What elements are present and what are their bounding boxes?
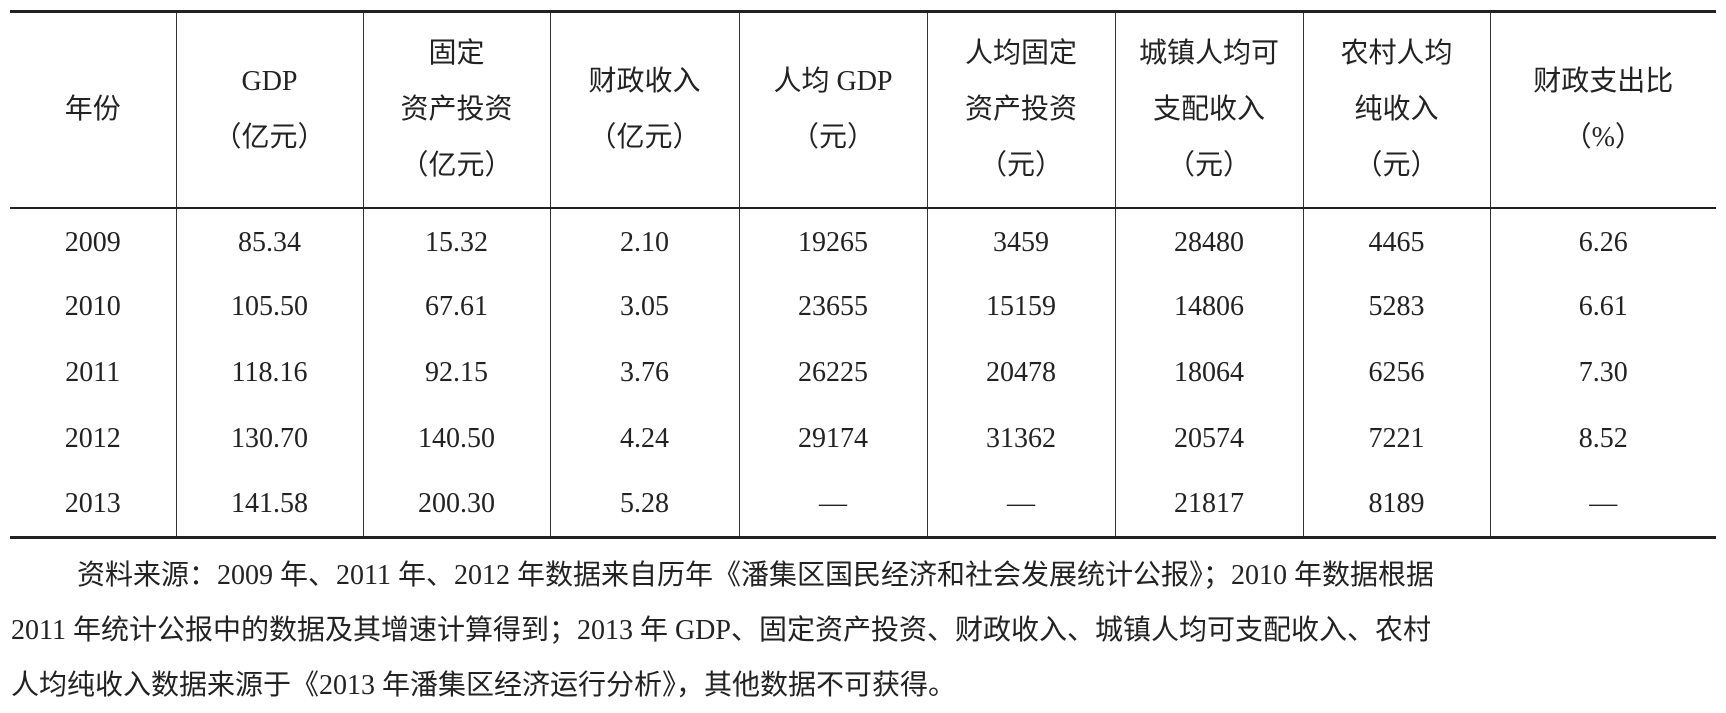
- header-line: 财政收入: [588, 65, 701, 97]
- table-cell: 105.50: [175, 273, 363, 340]
- table-cell: 21817: [1114, 471, 1303, 539]
- table-cell: 15.32: [362, 207, 550, 274]
- header-line: （元）: [790, 121, 875, 153]
- table-cell: 18064: [1114, 339, 1303, 406]
- table-cell: 7221: [1302, 405, 1490, 472]
- header-line: 支配收入: [1152, 93, 1265, 125]
- note-line: 2011 年统计公报中的数据及其增速计算得到；2013 年 GDP、固定资产投资…: [11, 615, 1431, 646]
- header-line: 资产投资: [964, 93, 1077, 125]
- header-line: （亿元）: [213, 121, 326, 153]
- header-line: 年份: [64, 93, 121, 125]
- table-cell: 19265: [738, 207, 927, 274]
- header-cell: 财政收入 （亿元）: [549, 10, 739, 209]
- table-cell: 4465: [1302, 207, 1490, 274]
- header-row: 年份 GDP （亿元） 固定 资产投资 （亿元） 财政收入 （亿元） 人均 GDP （元） 人均固定…: [10, 10, 1716, 209]
- table-cell: 8189: [1302, 471, 1490, 539]
- table-cell: 3.05: [549, 273, 739, 340]
- note-line: 资料来源：2009 年、2011 年、2012 年数据来自历年《潘集区国民经济和…: [77, 560, 1434, 591]
- header-line: 城镇人均可: [1138, 37, 1279, 69]
- table-cell: 20478: [926, 339, 1115, 406]
- table-cell: 85.34: [175, 207, 363, 274]
- table-cell: 2.10: [549, 207, 739, 274]
- table-cell: 3.76: [549, 339, 739, 406]
- table-cell: 29174: [738, 405, 927, 472]
- table-cell: 2011: [65, 356, 121, 388]
- table-cell: 31362: [926, 405, 1115, 472]
- table-cell: 4.24: [549, 405, 739, 472]
- table-cell: 67.61: [362, 273, 550, 340]
- table-cell: 6256: [1302, 339, 1490, 406]
- header-line: 人均固定: [964, 37, 1077, 69]
- table-cell: 141.58: [175, 471, 363, 539]
- header-cell: 人均固定资产投资 （元）: [926, 10, 1115, 209]
- table-row: 2013 141.58 200.30 5.28— —21817 8189—: [10, 471, 1716, 539]
- header-line: GDP: [241, 65, 298, 97]
- table-cell: 3459: [926, 207, 1115, 274]
- header-cell: 固定资产投资 （亿元）: [362, 10, 550, 209]
- header-cell: GDP （亿元）: [175, 10, 363, 209]
- table-cell: 8.52: [1489, 405, 1716, 472]
- table-cell: —: [1489, 471, 1716, 539]
- header-cell: 人均 GDP （元）: [738, 10, 927, 209]
- table-cell: 200.30: [362, 471, 550, 539]
- table-cell: 2009: [64, 227, 121, 258]
- table-cell: 5.28: [549, 471, 739, 539]
- header-line: 人均 GDP: [773, 65, 893, 97]
- header-line: （元）: [1354, 149, 1439, 181]
- header-line: （亿元）: [400, 149, 513, 181]
- table-cell: 28480: [1114, 207, 1303, 274]
- header-line: （元）: [978, 149, 1063, 181]
- header-cell: 年份: [10, 10, 176, 209]
- table-row: 2009 85.34 15.32 2.10 19265 3459 28480 4465 6.26: [10, 207, 1716, 274]
- table-cell: 26225: [738, 339, 927, 406]
- table-cell: 6.26: [1489, 207, 1716, 274]
- header-line: （元）: [1166, 149, 1251, 181]
- table-cell: 140.50: [362, 405, 550, 472]
- data-table: 年份 GDP （亿元） 固定 资产投资 （亿元） 财政收入 （亿元） 人均 GDP （元） 人均固定…: [10, 10, 1716, 539]
- note-line: 人均纯收入数据来源于《2013 年潘集区经济运行分析》，其他数据不可获得。: [11, 670, 957, 701]
- table-cell: —: [738, 471, 927, 539]
- header-line: 固定: [428, 37, 485, 69]
- table-cell: 20574: [1114, 405, 1303, 472]
- table-row: 2012 130.70 140.50 4.24 29174 31362 20574 7221 8…: [10, 405, 1716, 472]
- table-cell: 7.30: [1489, 339, 1716, 406]
- table-cell: 2013: [10, 471, 176, 539]
- header-cell: 城镇人均可支配收入 （元）: [1114, 10, 1303, 209]
- table-cell: 6.61: [1489, 273, 1716, 340]
- table-header: 年份 GDP （亿元） 固定 资产投资 （亿元） 财政收入 （亿元） 人均 GDP （元） 人均固定…: [10, 10, 1716, 209]
- table-row: 2010 105.50 67.61 3.05 23655 15159 14806 5283 6.…: [10, 273, 1716, 340]
- header-line: 纯收入: [1354, 93, 1439, 125]
- table-cell: 130.70: [175, 405, 363, 472]
- table-cell: —: [926, 471, 1115, 539]
- table-row: 2011 118.16 92.15 3.76 26225 20478 18064 6256 7.…: [10, 339, 1716, 406]
- source-note: 资料来源：2009 年、2011 年、2012 年数据来自历年《潘集区国民经济和…: [11, 548, 1717, 713]
- header-line: 资产投资: [400, 93, 513, 125]
- header-line: （亿元）: [588, 121, 701, 153]
- header-line: （%）: [1563, 121, 1643, 153]
- header-cell: 财政支出比 （%）: [1489, 10, 1716, 209]
- table-body: 2009 85.34 15.32 2.10 19265 3459 28480 4465 6.26…: [10, 207, 1716, 539]
- header-line: 财政支出比: [1533, 65, 1674, 97]
- table-cell: 23655: [738, 273, 927, 340]
- table-cell: 2012: [64, 422, 121, 454]
- table-cell: 2010: [64, 290, 121, 322]
- table-cell: 14806: [1114, 273, 1303, 340]
- table-cell: 5283: [1302, 273, 1490, 340]
- header-line: 农村人均: [1340, 37, 1453, 69]
- header-cell: 农村人均纯收入 （元）: [1302, 10, 1490, 209]
- table-cell: 15159: [926, 273, 1115, 340]
- table-cell: 118.16: [175, 339, 363, 406]
- table-cell: 92.15: [362, 339, 550, 406]
